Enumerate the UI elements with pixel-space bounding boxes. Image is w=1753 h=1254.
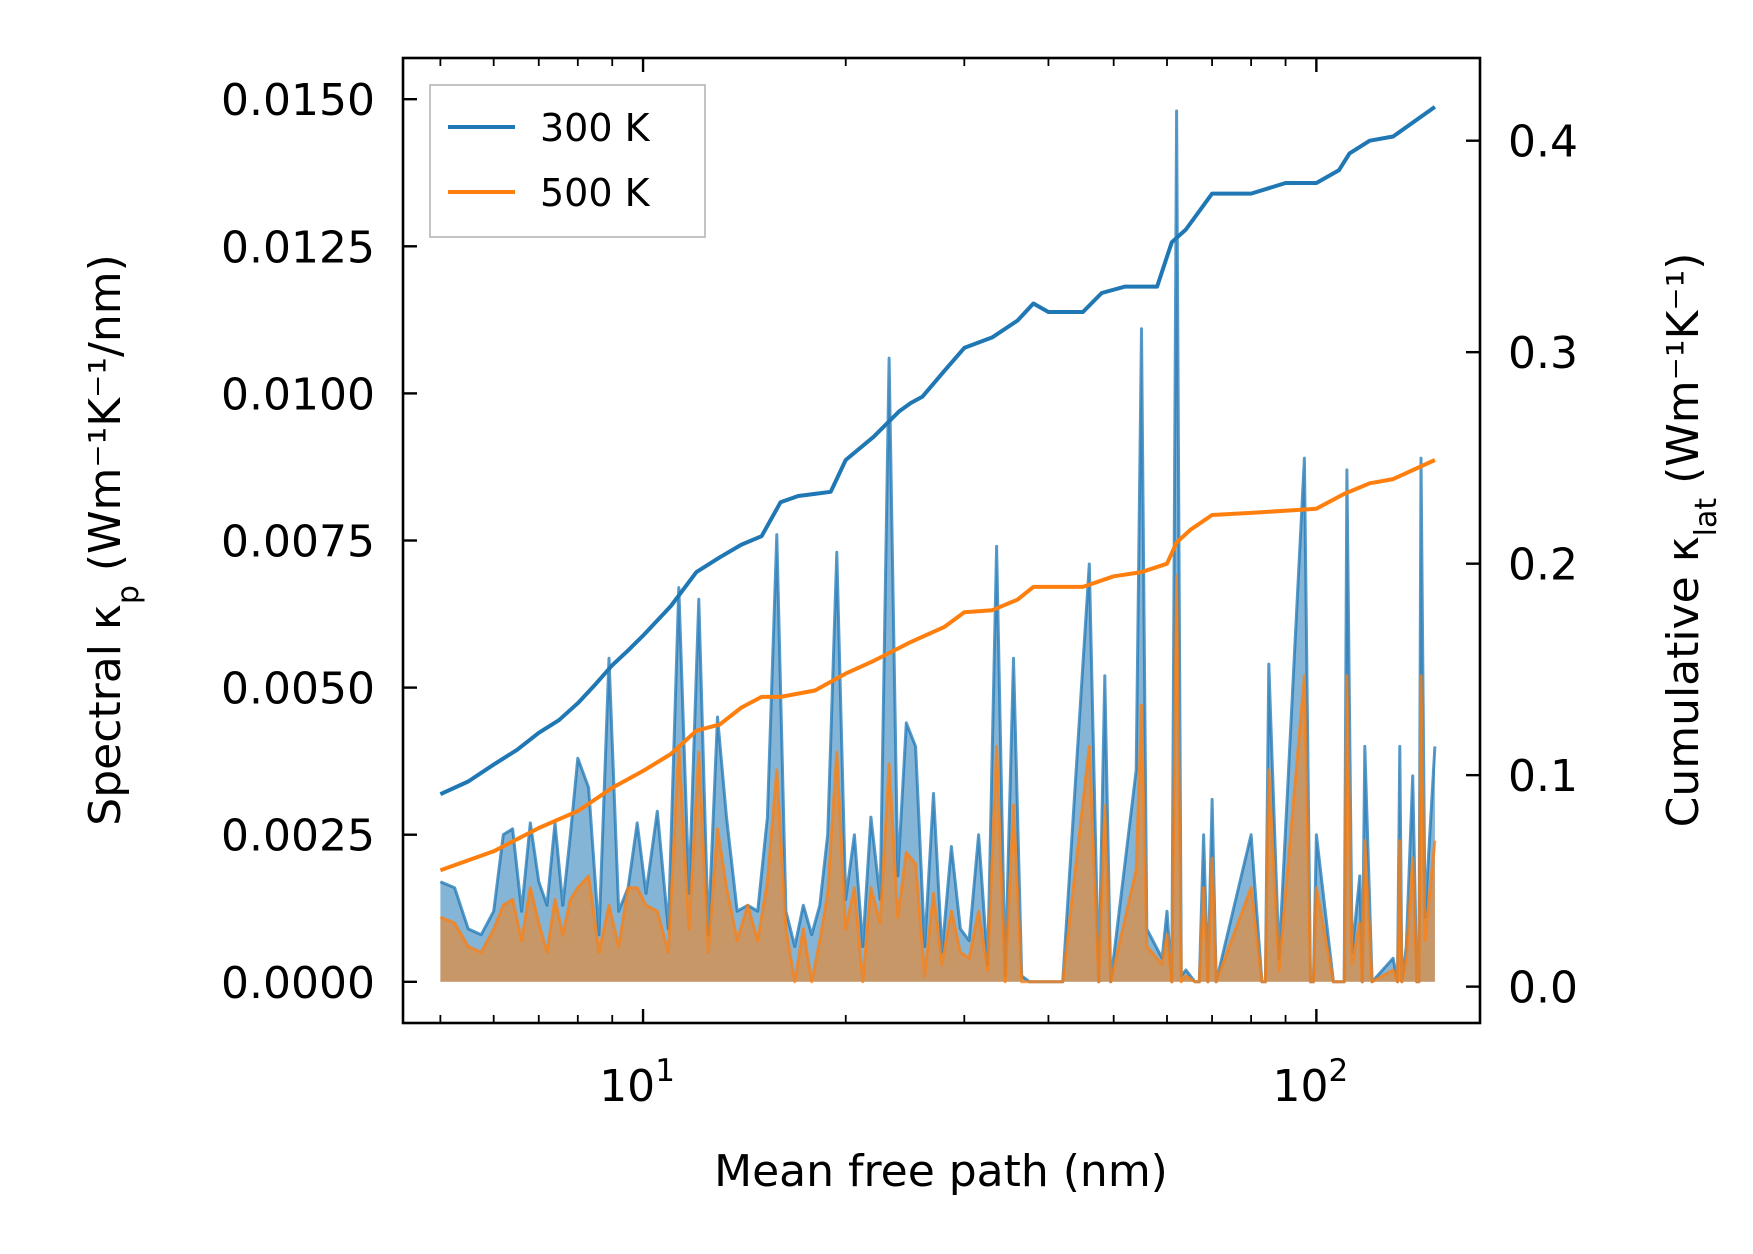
x-tick-label-exponent: 1 bbox=[655, 1053, 675, 1089]
y-left-tick-label: 0.0100 bbox=[221, 369, 375, 420]
spectral-area-300k bbox=[440, 111, 1435, 982]
y-left-tick-label: 0.0125 bbox=[221, 222, 375, 273]
legend-label-300k: 300 K bbox=[540, 106, 651, 150]
plot-frame bbox=[401, 56, 1482, 1025]
x-axis-label: Mean free path (nm) bbox=[714, 1146, 1168, 1197]
ticks-layer: 0.00000.00250.00500.00750.01000.01250.01… bbox=[221, 58, 1578, 1112]
y-left-tick-label: 0.0150 bbox=[221, 75, 375, 126]
x-tick-label-exponent: 2 bbox=[1328, 1053, 1348, 1089]
x-tick-label-base: 10 bbox=[1272, 1061, 1328, 1112]
x-tick-label: 101 bbox=[599, 1053, 675, 1112]
cumulative-line-300k bbox=[439, 105, 1437, 797]
y-axis-left-label-main: Spectral κ bbox=[80, 604, 131, 826]
y-left-tick-label: 0.0050 bbox=[221, 664, 375, 715]
cumulative-layer bbox=[439, 105, 1437, 873]
legend: 300 K 500 K bbox=[429, 84, 706, 238]
cumulative-line-500k bbox=[439, 458, 1436, 873]
y-axis-right-label: Cumulative κlat (Wm⁻¹K⁻¹) bbox=[1658, 253, 1724, 828]
y-right-tick-label: 0.3 bbox=[1508, 328, 1578, 379]
legend-label-500k: 500 K bbox=[540, 171, 651, 215]
y-axis-left-label-sub: p bbox=[111, 585, 146, 604]
y-axis-right-label-main: Cumulative κ bbox=[1658, 536, 1709, 827]
y-left-tick-label: 0.0000 bbox=[221, 958, 375, 1009]
spectral-layer bbox=[439, 109, 1437, 984]
spectral-line-500k bbox=[439, 574, 1437, 984]
y-right-tick-label: 0.2 bbox=[1508, 540, 1578, 591]
legend-frame bbox=[429, 84, 706, 238]
y-axis-left-label: Spectral κp (Wm⁻¹K⁻¹/nm) bbox=[80, 254, 146, 825]
y-axis-right-label-unit: (Wm⁻¹K⁻¹) bbox=[1658, 253, 1709, 484]
y-axis-right-label-sub: lat bbox=[1689, 498, 1724, 537]
y-axis-left-label-unit: (Wm⁻¹K⁻¹/nm) bbox=[80, 254, 131, 571]
y-right-tick-label: 0.4 bbox=[1508, 117, 1578, 168]
y-right-tick-label: 0.0 bbox=[1508, 963, 1578, 1014]
y-left-tick-label: 0.0075 bbox=[221, 517, 375, 568]
y-left-tick-label: 0.0025 bbox=[221, 811, 375, 862]
y-right-tick-label: 0.1 bbox=[1508, 751, 1578, 802]
x-tick-label-base: 10 bbox=[599, 1061, 655, 1112]
x-tick-label: 102 bbox=[1272, 1053, 1348, 1112]
spectral-area-500k bbox=[440, 575, 1435, 982]
